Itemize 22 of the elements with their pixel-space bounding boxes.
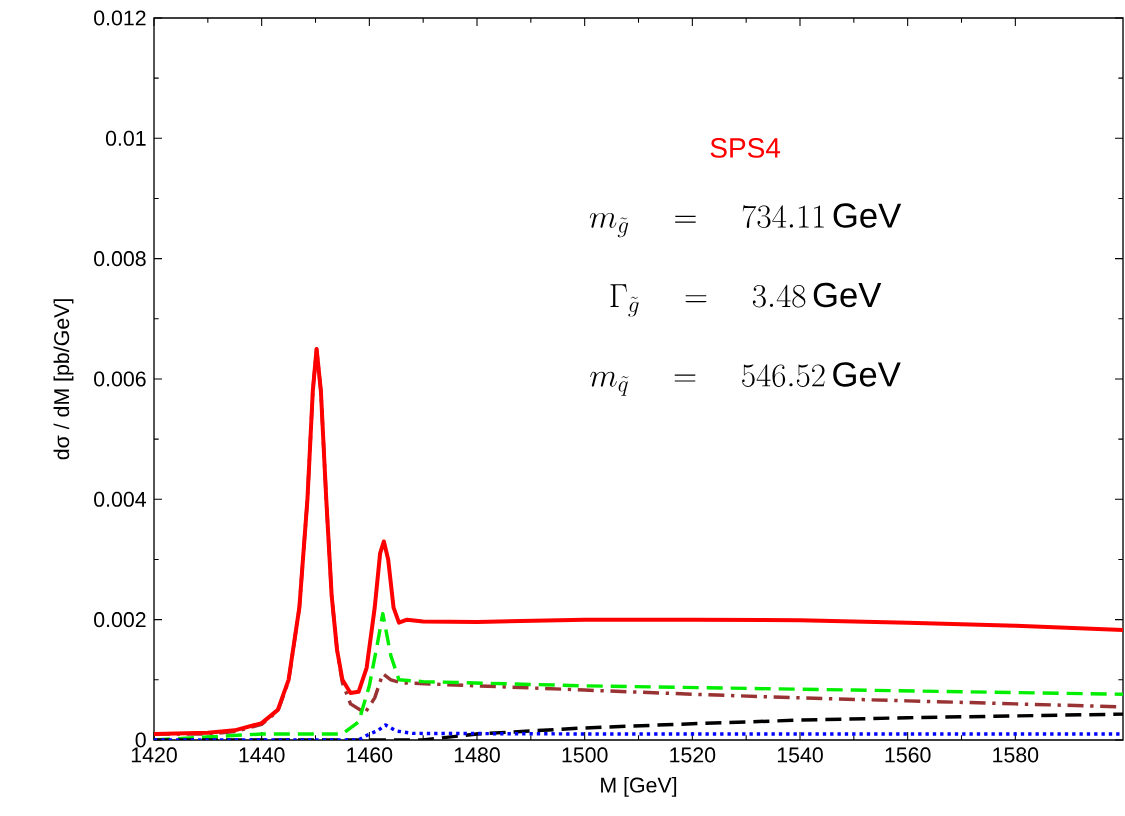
y-tick-label: 0.01 xyxy=(105,130,146,146)
annotation: $m_{\tilde{g}} \quad = \quad 734.11\,\mathrm{GeV}$ xyxy=(589,203,902,238)
y-axis-title: dσ / dM [pb/GeV] xyxy=(53,299,74,460)
x-tick-label: 1460 xyxy=(347,747,393,763)
y-tick-label: 0.012 xyxy=(94,10,146,26)
x-tick-label: 1520 xyxy=(670,747,716,763)
x-tick-label: 1580 xyxy=(993,747,1039,763)
x-tick-label: 1440 xyxy=(239,747,285,763)
x-tick-label: 1540 xyxy=(777,747,823,763)
y-tick-label: 0.008 xyxy=(94,251,146,267)
x-axis-title: M [GeV] xyxy=(601,776,677,797)
y-tick-label: 0.006 xyxy=(94,371,146,387)
y-tick-label: 0.002 xyxy=(94,612,146,628)
y-tick-label: 0.004 xyxy=(94,491,146,507)
x-tick-label: 1560 xyxy=(885,747,931,763)
x-tick-label: 1480 xyxy=(454,747,500,763)
x-tick-label: 1420 xyxy=(131,747,177,763)
annotation: $m_{\tilde{q}} \quad = \quad 546.52\,\mathrm{GeV}$ xyxy=(590,362,901,396)
annotation: SPS4 xyxy=(710,138,781,158)
x-tick-label: 1500 xyxy=(562,747,608,763)
y-tick-label: 0 xyxy=(135,732,146,748)
annotation: $\Gamma_{\tilde{g}} \quad = \quad 3.48\,\mathrm{GeV}$ xyxy=(610,282,882,317)
